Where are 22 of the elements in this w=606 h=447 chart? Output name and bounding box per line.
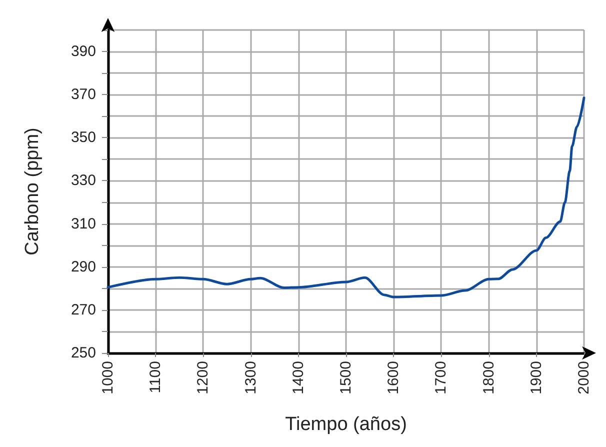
y-tick-label: 330 <box>70 172 96 190</box>
y-tick-label: 290 <box>70 258 96 276</box>
y-axis-title: Carbono (ppm) <box>22 128 43 256</box>
x-tick-label: 1900 <box>528 361 545 394</box>
y-tick-label: 390 <box>70 43 96 60</box>
x-tick-label: 1300 <box>242 361 260 394</box>
x-tick-label: 2000 <box>576 361 592 394</box>
line-series <box>106 96 586 298</box>
y-tick-label: 350 <box>70 129 96 146</box>
y-tick-label: 250 <box>70 344 96 362</box>
x-tick-label: 1800 <box>480 361 498 394</box>
y-tick-label: 370 <box>70 86 96 104</box>
x-tick-label: 1700 <box>432 361 450 394</box>
x-tick-label: 1500 <box>338 361 354 394</box>
x-tick-label: 1400 <box>290 361 307 394</box>
x-tick-label: 1100 <box>147 361 164 394</box>
x-tick-label: 1000 <box>100 361 116 394</box>
y-tick-label: 310 <box>70 215 96 232</box>
x-tick-label: 1200 <box>194 361 212 394</box>
x-axis-title: Tiempo (años) <box>285 414 407 435</box>
y-tick-label: 270 <box>70 301 96 318</box>
x-tick-label: 1600 <box>385 361 402 394</box>
